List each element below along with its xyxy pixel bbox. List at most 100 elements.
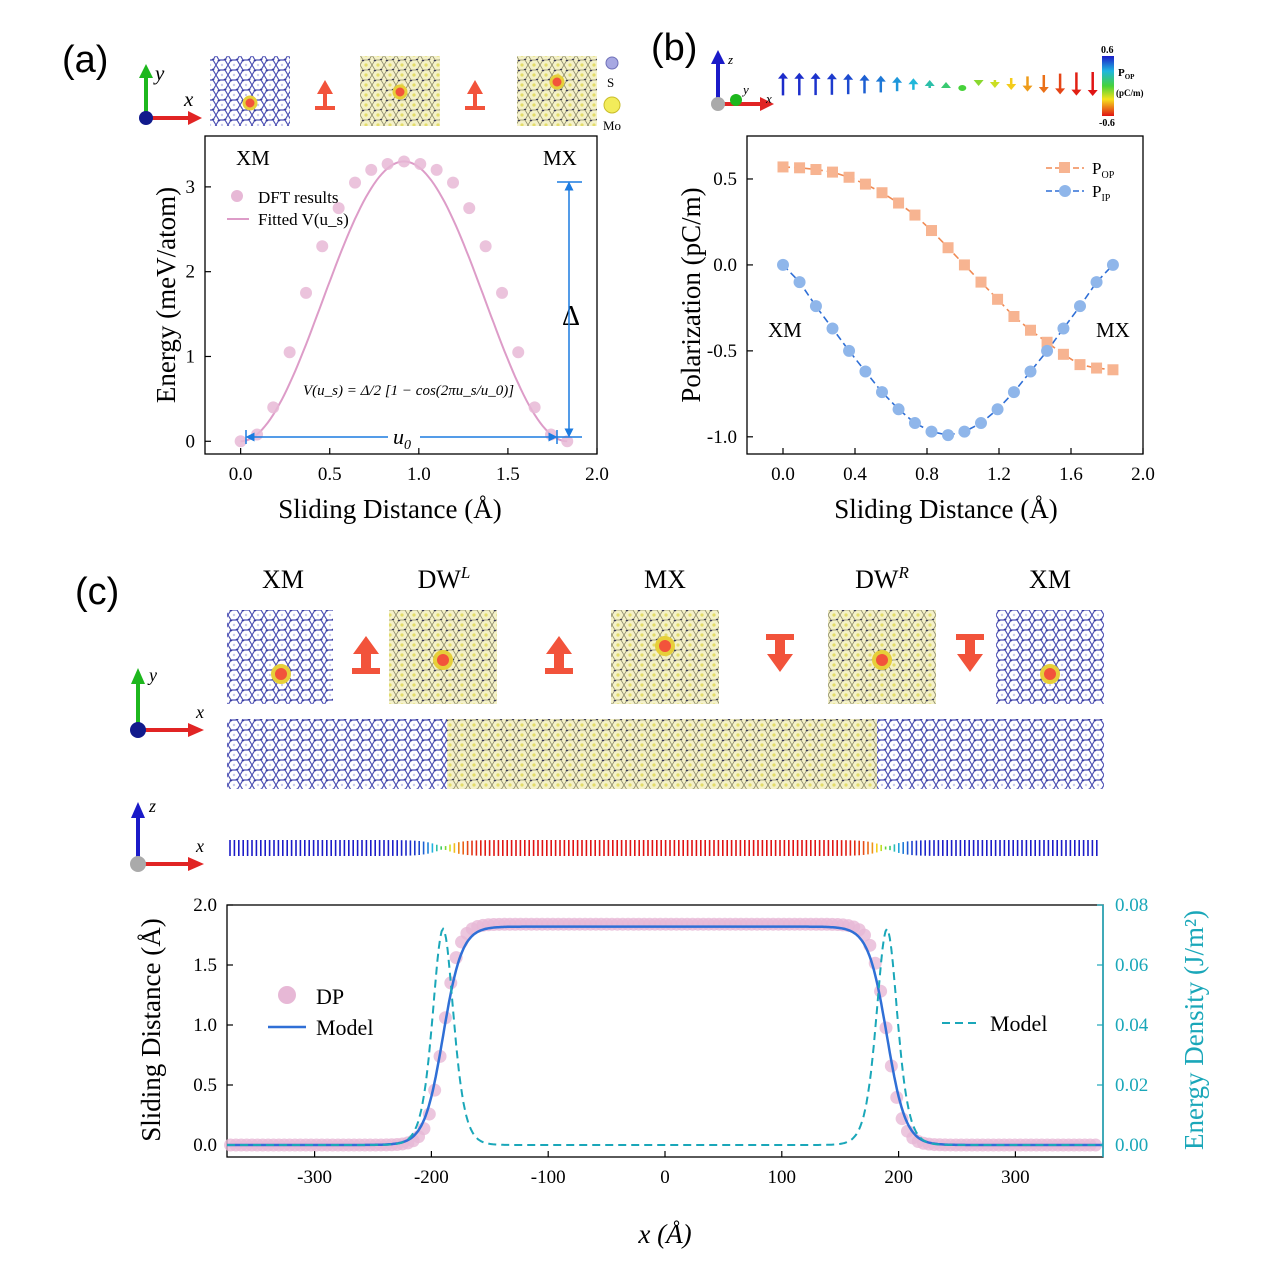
arrow-down-icon: [956, 634, 984, 672]
p-op-point: [1091, 362, 1103, 374]
p-ip-point: [958, 425, 971, 438]
y-tick-label: 0: [186, 431, 196, 452]
legend-dft-label: DFT results: [258, 188, 338, 207]
structure-xm-right-thumb: [996, 610, 1104, 704]
x-tick-label: 1.6: [1059, 464, 1083, 485]
s-atom-legend-icon: [605, 56, 619, 70]
legend-b: POP PIP: [1046, 159, 1115, 204]
y-axis-right-label-c: Energy Density (J/m²): [1179, 910, 1209, 1150]
structure-thumbnails-a: S Mo: [210, 56, 621, 133]
x-tick-label: 0: [660, 1167, 670, 1188]
structure-mx-thumb-c: [611, 610, 719, 704]
mo-atom-legend-icon: [603, 96, 621, 114]
p-ip-point: [876, 386, 888, 399]
x-tick-label: -100: [531, 1167, 566, 1188]
dft-point: [332, 202, 345, 215]
legend-s: S: [607, 75, 614, 90]
y-tick-label: 1.5: [193, 955, 217, 976]
legend-pip-label: PIP: [1092, 182, 1111, 204]
polarization-arrow: [989, 80, 1000, 88]
p-op-line: [782, 166, 1113, 371]
polarization-arrow: [941, 82, 951, 88]
p-ip-point: [1106, 258, 1119, 271]
dft-point: [528, 401, 541, 414]
axis-y-label-c: y: [147, 665, 157, 685]
colorbar-min: -0.6: [1099, 118, 1115, 129]
legend-dft-marker: [231, 190, 243, 202]
y-tick-label: 0.0: [713, 255, 737, 276]
structure-xm-left-thumb: [227, 610, 333, 704]
chart-domain-wall: -300 -200 -100 0 100 200 300 0.0 0.5 1.0 1.5 2.0 0.0…: [136, 895, 1209, 1249]
dft-point: [234, 435, 247, 448]
panel-a-label: (a): [62, 39, 108, 81]
p-op-point: [992, 293, 1004, 305]
delta-label: Δ: [562, 301, 580, 332]
colorbar-gradient: [1102, 56, 1114, 116]
dft-point: [365, 163, 378, 176]
axes-triad-b: z y x: [711, 50, 774, 111]
legend-fit-label: Fitted V(u_s): [258, 210, 349, 229]
p-ip-point: [843, 344, 856, 357]
dft-point: [251, 428, 264, 441]
domain-wall-lattice: [227, 719, 1104, 789]
colorbar-max: 0.6: [1101, 45, 1114, 56]
x-tick-label: 300: [1001, 1167, 1030, 1188]
polarization-arrow: [778, 72, 788, 96]
dft-point: [349, 176, 362, 189]
x-tick-label: 0.4: [843, 464, 867, 485]
arrow-down-icon: [766, 634, 794, 672]
y-right-tick-label: 0.02: [1115, 1075, 1148, 1096]
delta-dimension: [557, 181, 582, 438]
p-op-point: [777, 161, 789, 173]
p-ip-point: [908, 417, 921, 430]
stacking-label-dw-right: DWR: [855, 563, 909, 594]
polarization-arrow: [908, 78, 919, 90]
p-op-point: [1008, 310, 1020, 322]
dft-point: [447, 176, 460, 189]
x-tick-label: 0.0: [229, 464, 253, 485]
p-op-point: [909, 209, 921, 221]
p-ip-point: [975, 417, 987, 430]
dft-point: [316, 240, 329, 253]
axis-x-label-c-bottom: x: [195, 836, 204, 856]
y-tick-label: -0.5: [707, 341, 737, 362]
stacking-labels: XM DWL MX DWR XM: [262, 563, 1071, 594]
dft-point: [381, 157, 394, 170]
polarization-arrow: [1071, 72, 1082, 96]
dft-point: [300, 286, 313, 299]
polarization-arrow: [1055, 73, 1066, 95]
p-op-point: [827, 166, 838, 178]
y-tick-label: 0.5: [193, 1075, 217, 1096]
polarization-arrow: [826, 73, 837, 95]
dft-point: [512, 346, 525, 359]
y-tick-label: 2: [186, 262, 196, 283]
p-ip-point: [991, 403, 1004, 416]
p-op-point: [843, 171, 855, 183]
x-tick-label: 200: [884, 1167, 913, 1188]
p-op-point: [1074, 359, 1086, 371]
polarization-arrow: [892, 76, 903, 92]
polarization-arrow-strip: [229, 840, 1098, 856]
y-right-tick-label: 0.08: [1115, 895, 1148, 916]
legend-pop-label: POP: [1092, 159, 1115, 181]
polarization-arrow: [924, 80, 935, 88]
polarization-arrow: [973, 80, 984, 86]
p-ip-point: [809, 300, 822, 313]
xm-label-b: XM: [768, 318, 802, 342]
mx-label-b: MX: [1096, 318, 1130, 342]
structure-mx-thumb: [517, 56, 597, 126]
p-op-point: [975, 276, 987, 288]
p-ip-point: [793, 276, 806, 289]
y-tick-label: 1.0: [193, 1015, 217, 1036]
polarization-arrow: [1022, 76, 1033, 92]
polarization-arrow: [810, 72, 821, 96]
formula-label: V(u_s) = Δ/2 [1 − cos(2πu_s/u_0)]: [303, 383, 514, 399]
dft-point: [463, 202, 476, 215]
lattice-mx: [447, 719, 877, 789]
p-ip-point: [859, 365, 872, 378]
x-tick-label: 1.5: [496, 464, 520, 485]
x-axis-label-c: x (Å): [637, 1219, 691, 1249]
arrow-up-icon: [465, 80, 485, 110]
polarization-arrow: [794, 72, 805, 96]
p-op-point: [1025, 324, 1036, 336]
